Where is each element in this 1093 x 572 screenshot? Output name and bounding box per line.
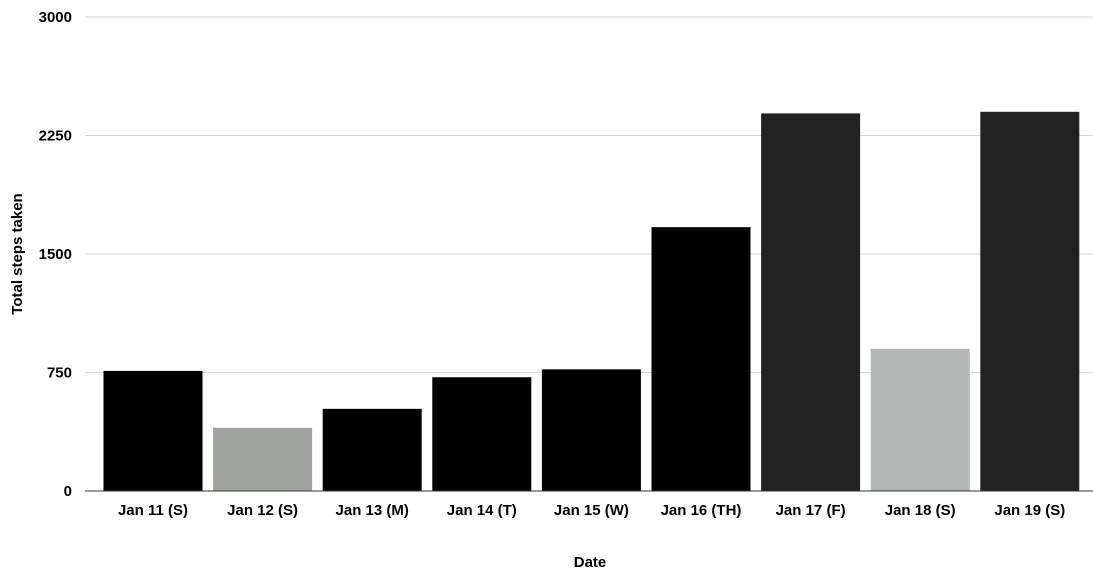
x-tick-label: Jan 19 (S) — [994, 502, 1065, 519]
bar — [761, 113, 861, 491]
bar — [213, 427, 313, 491]
y-axis-tick-labels: 0 750 1500 2250 3000 — [39, 9, 72, 500]
y-tick-label: 750 — [47, 365, 72, 382]
x-axis-tick-labels: Jan 11 (S) Jan 12 (S) Jan 13 (M) Jan 14 (T)… — [118, 502, 1065, 519]
x-tick-label: Jan 18 (S) — [885, 502, 956, 519]
x-tick-label: Jan 11 (S) — [118, 502, 188, 519]
bar — [322, 408, 422, 491]
bar — [541, 369, 641, 491]
y-tick-label: 3000 — [39, 9, 72, 26]
x-tick-label: Jan 12 (S) — [227, 502, 298, 519]
bar — [980, 111, 1080, 492]
y-axis-title: Total steps taken — [9, 193, 26, 314]
gridlines — [85, 16, 1093, 373]
x-axis-title: Date — [574, 554, 607, 571]
bar — [651, 227, 751, 491]
bar — [432, 377, 532, 491]
x-tick-label: Jan 13 (M) — [336, 502, 409, 519]
x-tick-label: Jan 15 (W) — [554, 502, 629, 519]
x-tick-label: Jan 14 (T) — [447, 502, 517, 519]
x-tick-label: Jan 17 (F) — [776, 502, 846, 519]
y-tick-label: 1500 — [39, 246, 72, 263]
y-tick-label: 2250 — [39, 128, 72, 145]
bar — [870, 348, 970, 491]
y-tick-label: 0 — [64, 483, 72, 500]
bar — [103, 370, 203, 491]
x-tick-label: Jan 16 (TH) — [661, 502, 742, 519]
bars — [103, 111, 1080, 492]
